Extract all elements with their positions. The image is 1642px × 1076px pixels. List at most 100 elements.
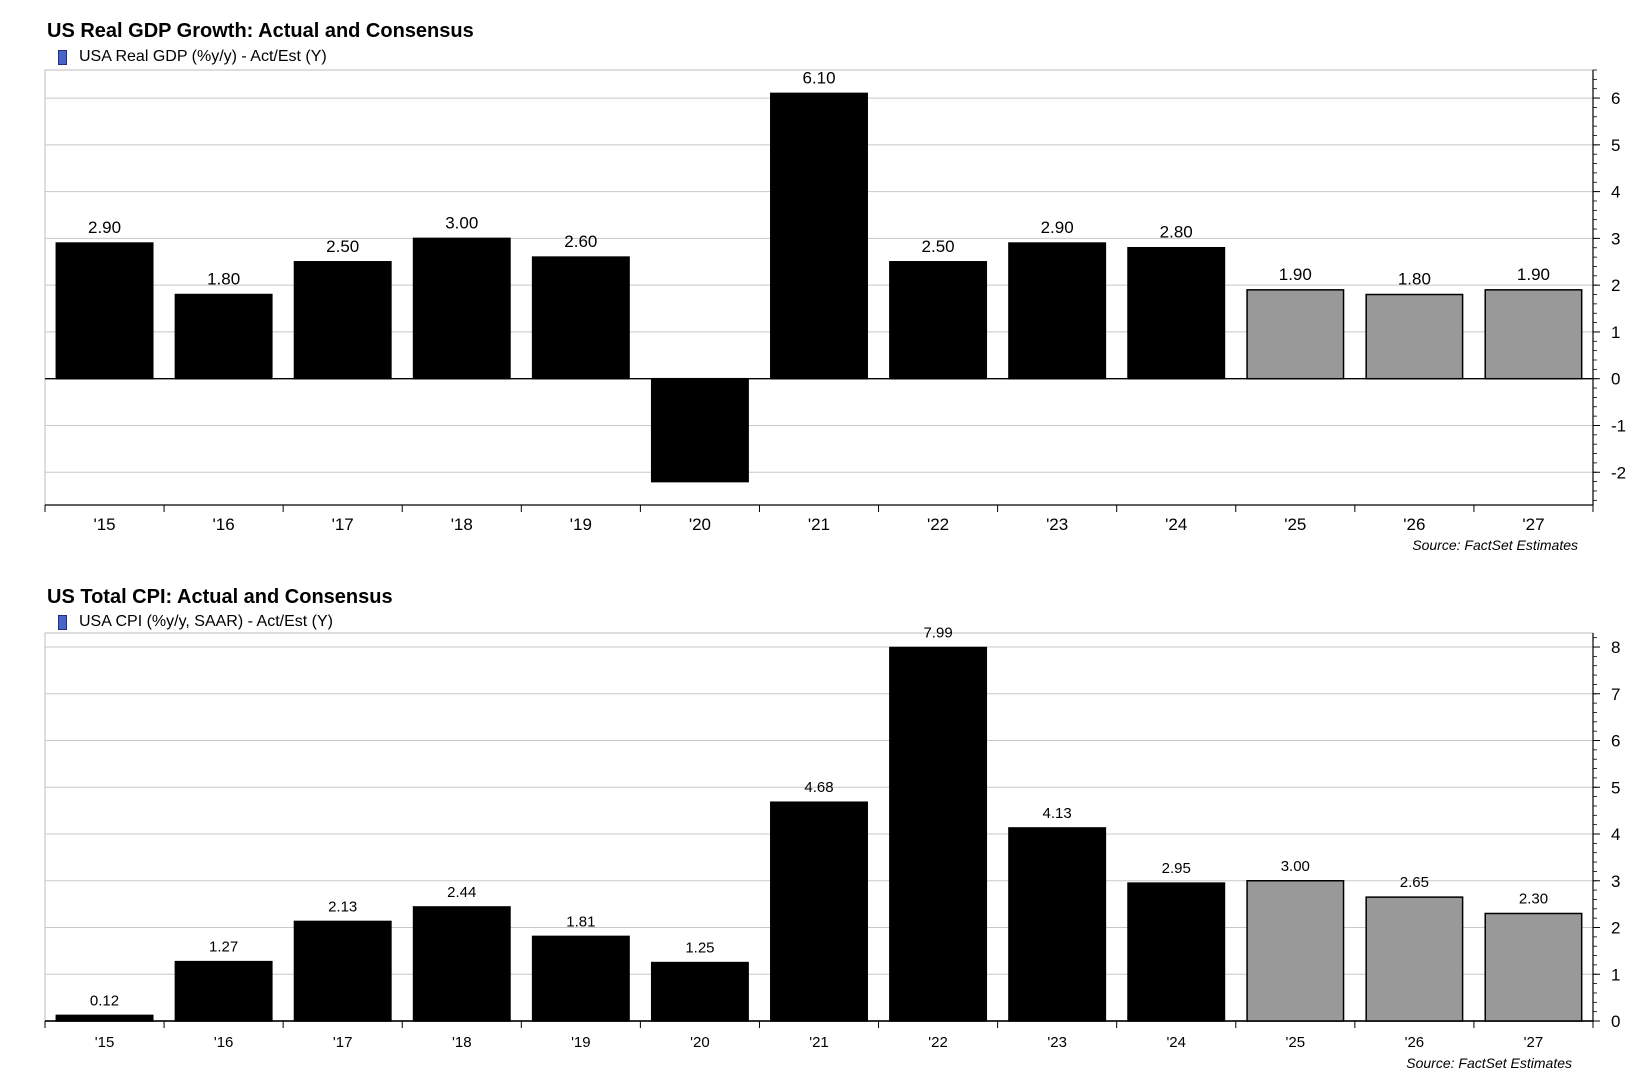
data-label: 2.60 [564, 232, 597, 251]
bar-estimate [1246, 880, 1345, 1022]
x-tick-label: '15 [93, 515, 115, 534]
x-tick-label: '16 [213, 515, 235, 534]
y-tick-label: 6 [1611, 732, 1620, 751]
data-label: 2.65 [1400, 874, 1429, 891]
bar-estimate [1246, 289, 1345, 380]
bar-actual [1127, 246, 1226, 380]
bar-actual [1008, 827, 1107, 1022]
x-tick-label: '16 [214, 1034, 234, 1051]
bar-actual [1127, 882, 1226, 1022]
legend-swatch [58, 614, 67, 630]
x-tick-label: '23 [1046, 515, 1068, 534]
bar-actual [293, 261, 392, 380]
x-tick-label: '26 [1403, 515, 1425, 534]
data-label: 1.25 [685, 940, 714, 957]
bar-actual [889, 261, 988, 380]
y-tick-label: 2 [1611, 919, 1620, 938]
bar-estimate [1365, 896, 1464, 1022]
bar-actual [889, 646, 988, 1022]
y-tick-label: 3 [1611, 229, 1620, 248]
chart-title: US Real GDP Growth: Actual and Consensus [47, 20, 474, 42]
data-label: 2.90 [88, 218, 121, 237]
data-label: 2.30 [1519, 890, 1548, 907]
data-label: 2.80 [1160, 223, 1193, 242]
x-tick-label: '19 [571, 1034, 591, 1051]
chart-source: Source: FactSet Estimates [1406, 1055, 1572, 1071]
y-tick-label: 5 [1611, 136, 1620, 155]
gdp-bar-chart: -2 -1 0 1 2 3 4 5 6 2.90 '15 1.80 '16 2.50 '17 3.00 '18 2… [44, 68, 1626, 534]
y-tick-label: 3 [1611, 872, 1620, 891]
bar-actual [55, 1014, 154, 1022]
data-label: 2.95 [1162, 860, 1191, 877]
x-tick-label: '20 [689, 515, 711, 534]
x-tick-label: '27 [1524, 1034, 1544, 1051]
y-tick-label: 4 [1611, 183, 1620, 202]
y-tick-label: 6 [1611, 89, 1620, 108]
x-tick-label: '17 [332, 515, 354, 534]
data-label: 3.00 [445, 213, 478, 232]
bar-actual [293, 920, 392, 1022]
data-label: 4.68 [804, 779, 833, 796]
data-label: 1.90 [1279, 265, 1312, 284]
y-tick-label: 5 [1611, 778, 1620, 797]
chart-source: Source: FactSet Estimates [1412, 537, 1578, 553]
data-label: 3.00 [1281, 858, 1310, 875]
x-tick-label: '26 [1405, 1034, 1425, 1051]
bar-actual [650, 377, 749, 483]
chart-legend: USA CPI (%y/y, SAAR) - Act/Est (Y) [58, 613, 333, 631]
legend-label: USA CPI (%y/y, SAAR) - Act/Est (Y) [79, 613, 333, 630]
x-tick-label: '27 [1522, 515, 1544, 534]
bar-actual [1008, 242, 1107, 380]
y-tick-label: 4 [1611, 825, 1620, 844]
cpi-chart-panel: US Total CPI: Actual and Consensus USA C… [0, 565, 1642, 1076]
gdp-chart-panel: US Real GDP Growth: Actual and Consensus… [44, 20, 1626, 553]
x-tick-label: '22 [928, 1034, 948, 1051]
bar-actual [412, 906, 511, 1022]
x-tick-label: '21 [809, 1034, 829, 1051]
cpi-bar-chart: 0 1 2 3 4 5 6 7 8 0.12 '15 1.27 '16 2.13 '17 2.44 '18 1.8… [44, 624, 1620, 1051]
data-label: 4.13 [1043, 805, 1072, 822]
y-tick-label: 1 [1611, 965, 1620, 984]
y-tick-label: 8 [1611, 638, 1620, 657]
x-tick-label: '15 [95, 1034, 115, 1051]
x-tick-label: '22 [927, 515, 949, 534]
data-label: 1.90 [1517, 265, 1550, 284]
data-label: 0.12 [90, 992, 119, 1009]
x-tick-label: '25 [1286, 1034, 1306, 1051]
bar-actual [174, 293, 273, 380]
bar-actual [650, 961, 749, 1022]
x-tick-label: '20 [690, 1034, 710, 1051]
bar-estimate [1484, 912, 1583, 1022]
x-tick-label: '17 [333, 1034, 353, 1051]
legend-label: USA Real GDP (%y/y) - Act/Est (Y) [79, 48, 327, 65]
y-tick-label: 1 [1611, 323, 1620, 342]
x-tick-label: '21 [808, 515, 830, 534]
y-tick-label: 0 [1611, 370, 1620, 389]
x-tick-label: '19 [570, 515, 592, 534]
chart-legend: USA Real GDP (%y/y) - Act/Est (Y) [58, 48, 327, 66]
bar-actual [412, 237, 511, 380]
y-tick-label: 7 [1611, 685, 1620, 704]
bar-actual [770, 92, 868, 380]
bar-estimate [1484, 289, 1583, 380]
data-label: 2.50 [326, 237, 359, 256]
bar-actual [55, 242, 154, 380]
data-label: 6.10 [802, 68, 835, 87]
data-label: 2.50 [922, 237, 955, 256]
x-tick-label: '24 [1165, 515, 1187, 534]
data-label: 1.81 [566, 913, 595, 930]
bar-actual [174, 960, 273, 1022]
data-label: 1.27 [209, 939, 238, 956]
data-label: 1.80 [207, 270, 240, 289]
chart-title: US Total CPI: Actual and Consensus [47, 586, 393, 608]
x-tick-label: '18 [452, 1034, 472, 1051]
x-tick-label: '25 [1284, 515, 1306, 534]
y-tick-label: -2 [1611, 463, 1626, 482]
data-label: 1.80 [1398, 270, 1431, 289]
x-tick-label: '23 [1047, 1034, 1067, 1051]
data-label: 2.44 [447, 884, 476, 901]
bar-actual [531, 935, 630, 1022]
legend-swatch [58, 49, 67, 65]
data-label: 7.99 [923, 624, 952, 641]
data-label: 2.90 [1041, 218, 1074, 237]
